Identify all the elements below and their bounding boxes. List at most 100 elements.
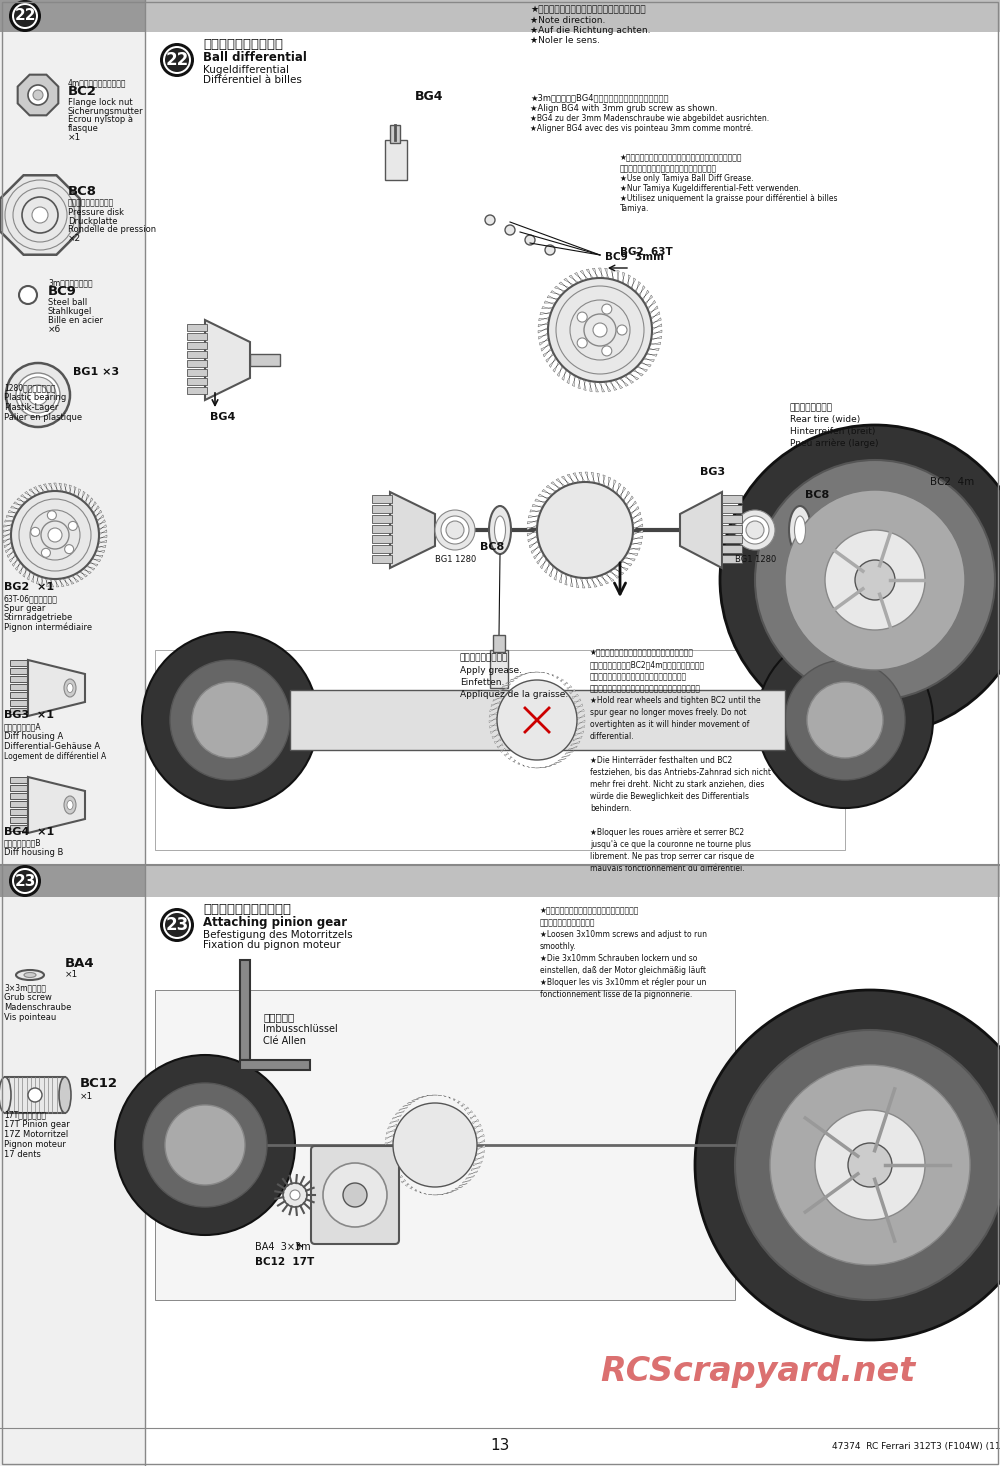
Polygon shape xyxy=(522,765,525,767)
Text: Ball differential: Ball differential xyxy=(203,51,307,65)
Bar xyxy=(10,784,28,792)
Polygon shape xyxy=(32,573,35,582)
Text: Flange lock nut: Flange lock nut xyxy=(68,98,133,107)
Text: einstellen, daß der Motor gleichmäßig läuft: einstellen, daß der Motor gleichmäßig lä… xyxy=(540,966,706,975)
Text: BG4: BG4 xyxy=(415,89,444,103)
Polygon shape xyxy=(543,347,552,356)
Ellipse shape xyxy=(64,679,76,696)
Ellipse shape xyxy=(0,1078,11,1113)
Bar xyxy=(10,676,28,682)
Text: ★Utilisez uniquement la graisse pour différentiel à billes: ★Utilisez uniquement la graisse pour dif… xyxy=(620,194,838,202)
Circle shape xyxy=(33,89,43,100)
Circle shape xyxy=(283,1183,307,1207)
Polygon shape xyxy=(651,318,661,325)
Bar xyxy=(10,708,28,714)
Ellipse shape xyxy=(789,506,811,554)
Circle shape xyxy=(695,990,1000,1340)
Text: flasque: flasque xyxy=(68,125,99,133)
Circle shape xyxy=(446,520,464,539)
Polygon shape xyxy=(573,474,580,482)
Text: librement. Ne pas trop serrer car risque de: librement. Ne pas trop serrer car risque… xyxy=(590,852,754,861)
Polygon shape xyxy=(540,312,551,315)
Polygon shape xyxy=(569,276,579,283)
Text: プレッシャーディスク: プレッシャーディスク xyxy=(68,198,114,207)
Circle shape xyxy=(735,1031,1000,1300)
Text: 22: 22 xyxy=(165,51,189,69)
Polygon shape xyxy=(680,493,722,567)
Polygon shape xyxy=(578,377,581,388)
Text: デフギヤーの組み立て: デフギヤーの組み立て xyxy=(203,38,283,51)
Text: Stirnradgetriebe: Stirnradgetriebe xyxy=(4,613,73,622)
Bar xyxy=(187,350,207,358)
Circle shape xyxy=(163,910,191,940)
Text: 13: 13 xyxy=(490,1438,510,1453)
Polygon shape xyxy=(0,176,80,255)
Polygon shape xyxy=(597,474,600,484)
Text: ★Aligner BG4 avec des vis pointeau 3mm comme montré.: ★Aligner BG4 avec des vis pointeau 3mm c… xyxy=(530,123,753,133)
Polygon shape xyxy=(571,742,580,746)
Circle shape xyxy=(14,869,36,891)
Bar xyxy=(10,793,28,799)
Polygon shape xyxy=(577,720,585,726)
Polygon shape xyxy=(642,290,649,301)
Text: ★Auf die Richtung achten.: ★Auf die Richtung achten. xyxy=(530,26,650,35)
Circle shape xyxy=(545,245,555,255)
Polygon shape xyxy=(624,557,635,561)
Polygon shape xyxy=(583,380,586,390)
Bar xyxy=(145,0,1000,1466)
Polygon shape xyxy=(473,1161,482,1165)
Ellipse shape xyxy=(794,516,806,544)
Text: ★Bloquer les roues arrière et serrer BC2: ★Bloquer les roues arrière et serrer BC2 xyxy=(590,827,744,837)
Polygon shape xyxy=(54,579,59,586)
Bar xyxy=(155,649,845,850)
Polygon shape xyxy=(541,343,550,352)
Polygon shape xyxy=(89,561,98,566)
Polygon shape xyxy=(554,761,562,764)
Text: BC8: BC8 xyxy=(68,185,97,198)
Polygon shape xyxy=(386,1129,395,1135)
Text: jusqu'à ce que la couronne ne tourne plus: jusqu'à ce que la couronne ne tourne plu… xyxy=(590,840,751,849)
Circle shape xyxy=(9,0,41,32)
Polygon shape xyxy=(624,375,634,384)
Polygon shape xyxy=(467,1111,473,1114)
Polygon shape xyxy=(7,550,14,557)
Text: BA4  3×3m: BA4 3×3m xyxy=(255,1242,311,1252)
Polygon shape xyxy=(562,369,567,380)
Polygon shape xyxy=(476,1129,483,1135)
Ellipse shape xyxy=(59,1078,71,1113)
Polygon shape xyxy=(565,751,574,755)
Polygon shape xyxy=(598,268,604,279)
Polygon shape xyxy=(617,564,628,570)
Polygon shape xyxy=(490,707,499,712)
Polygon shape xyxy=(205,320,250,400)
Text: Clé Allen: Clé Allen xyxy=(263,1036,306,1047)
Polygon shape xyxy=(576,710,584,714)
Polygon shape xyxy=(592,268,599,279)
Circle shape xyxy=(855,560,895,600)
Text: 4mフランジロックナット: 4mフランジロックナット xyxy=(68,78,126,86)
Polygon shape xyxy=(385,1145,393,1151)
Text: Vis pointeau: Vis pointeau xyxy=(4,1013,56,1022)
Circle shape xyxy=(602,303,612,314)
Polygon shape xyxy=(535,498,546,503)
Polygon shape xyxy=(527,531,537,537)
Polygon shape xyxy=(390,1119,399,1124)
Polygon shape xyxy=(98,519,105,526)
Polygon shape xyxy=(626,274,630,286)
Polygon shape xyxy=(651,312,660,320)
Text: ★Use only Tamiya Ball Diff Grease.: ★Use only Tamiya Ball Diff Grease. xyxy=(620,174,754,183)
Bar xyxy=(240,1060,310,1070)
Bar xyxy=(187,333,207,340)
Circle shape xyxy=(343,1183,367,1207)
Polygon shape xyxy=(90,501,96,510)
Polygon shape xyxy=(385,1135,394,1139)
Circle shape xyxy=(165,1105,245,1185)
Polygon shape xyxy=(49,484,54,491)
Text: BC8: BC8 xyxy=(480,542,504,553)
Polygon shape xyxy=(94,554,103,557)
Polygon shape xyxy=(99,525,106,531)
Circle shape xyxy=(143,1083,267,1207)
Polygon shape xyxy=(538,323,549,327)
Polygon shape xyxy=(495,692,505,696)
Polygon shape xyxy=(468,1171,478,1176)
